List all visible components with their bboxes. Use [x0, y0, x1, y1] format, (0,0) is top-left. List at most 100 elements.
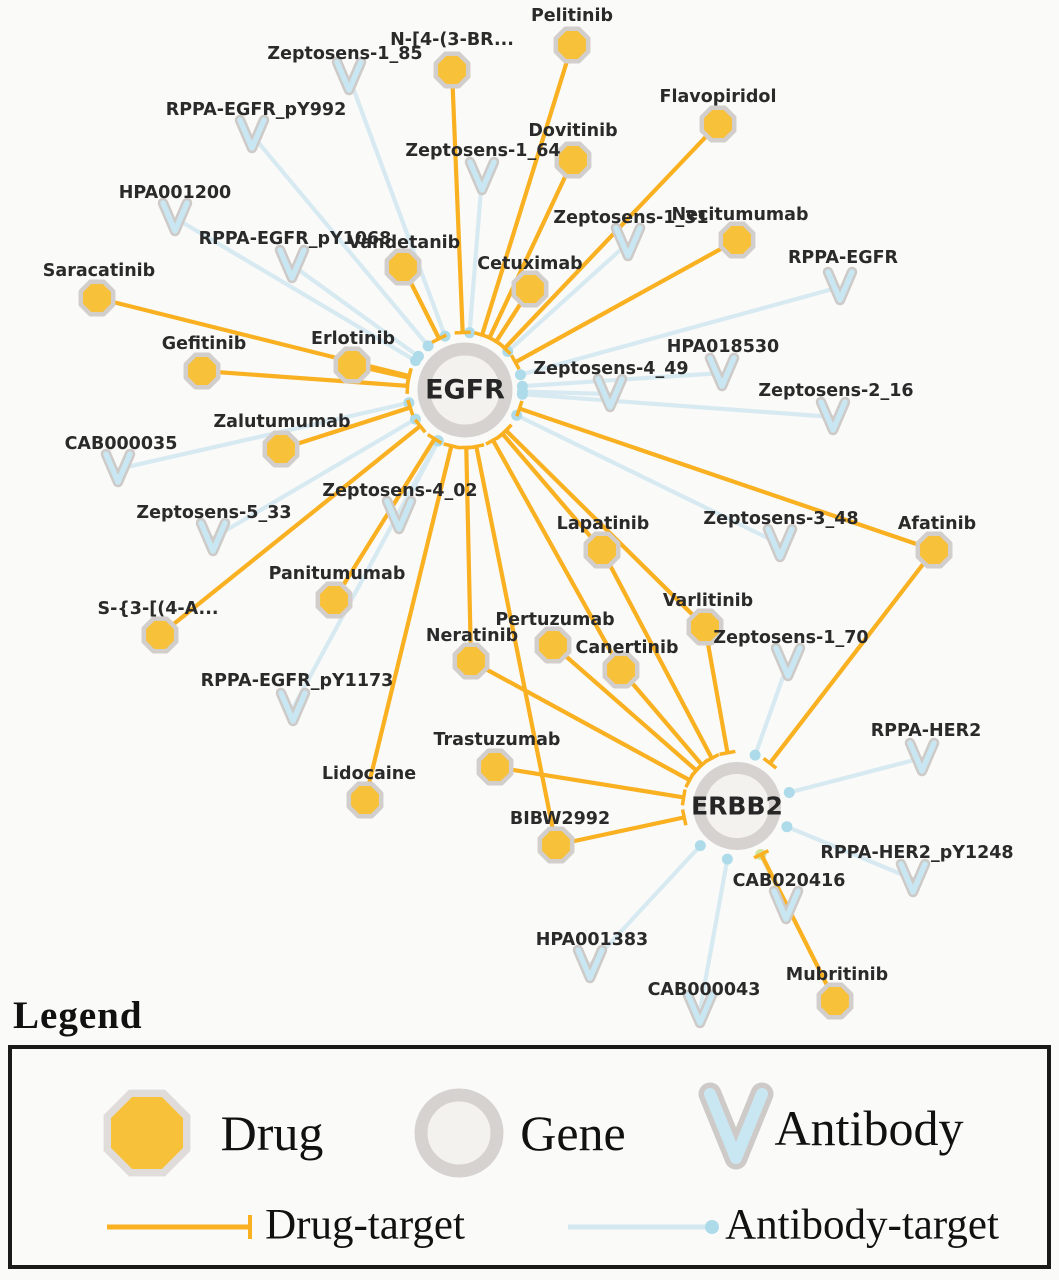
drug-node-lapatinib[interactable] [583, 531, 621, 569]
edge-antibody-target-rppa-her2-py1248-erbb2 [786, 824, 914, 881]
node-label-zeptosens-3-48: Zeptosens-3_48 [703, 509, 858, 529]
edge-antibody-target-zeptosens-1-85-egfr [347, 76, 447, 337]
edge-antibody-target-cab000035-egfr [117, 400, 410, 472]
node-label-hpa001383: HPA001383 [536, 930, 648, 950]
antibody-node-zeptosens-4-49[interactable] [595, 376, 625, 410]
legend-box [8, 1045, 1051, 1269]
drug-node-erlotinib[interactable] [333, 346, 371, 384]
gene-node-erbb2[interactable] [693, 762, 781, 850]
edge-drug-target-n4-3br-egfr [449, 69, 465, 333]
legend: Drug Gene Antibody Drug-target Antibody-targ… [8, 1045, 1051, 1269]
antibody-node-zeptosens-3-48[interactable] [765, 526, 795, 560]
node-label-lidocaine: Lidocaine [322, 764, 416, 784]
drug-node-panitumumab[interactable] [315, 581, 353, 619]
edge-tee-varlitinib [719, 749, 736, 756]
antibody-node-zeptosens-1-85[interactable] [334, 59, 364, 93]
drug-node-lidocaine[interactable] [346, 781, 384, 819]
antibody-node-zeptosens-2-16[interactable] [818, 399, 848, 433]
drug-node-saracatinib[interactable] [78, 279, 116, 317]
drug-node-zalutumumab[interactable] [262, 430, 300, 468]
edge-antibody-target-rppa-egfr-egfr [519, 284, 841, 377]
drug-node-canertinib[interactable] [602, 651, 640, 689]
antibody-node-rppa-egfr-py1068[interactable] [277, 247, 307, 281]
edge-drug-target-panitumumab-egfr [332, 437, 437, 602]
antibody-node-rppa-her2[interactable] [907, 740, 937, 774]
drug-node-n4-3br[interactable] [433, 51, 471, 89]
edge-dot-zeptosens-1-70 [749, 749, 761, 761]
edge-antibody-target-rppa-egfr-py1068-egfr [290, 263, 420, 359]
antibody-node-hpa001200[interactable] [160, 200, 190, 234]
edge-tee-necitumumab [509, 354, 521, 371]
node-label-zeptosens-4-02: Zeptosens-4_02 [322, 481, 477, 501]
edge-drug-target-bibw2992-erbb2 [555, 815, 685, 848]
node-label-pertuzumab: Pertuzumab [495, 610, 614, 630]
drug-node-pertuzumab[interactable] [534, 626, 572, 664]
drug-node-vandetanib[interactable] [384, 248, 422, 286]
edge-tee-varlitinib [499, 423, 513, 438]
edge-drug-target-varlitinib-erbb2 [702, 626, 730, 754]
edge-drug-target-neratinib-egfr [464, 447, 474, 662]
antibody-node-zeptosens-5-33[interactable] [198, 520, 228, 554]
node-label-rppa-egfr-py992: RPPA-EGFR_pY992 [166, 100, 347, 120]
edge-tee-zalutumumab [406, 399, 415, 416]
antibody-node-rppa-egfr-py992[interactable] [237, 117, 267, 151]
drug-node-pelitinib[interactable] [553, 26, 591, 64]
edge-tee-panitumumab [426, 433, 443, 445]
edge-tee-cetuximab [488, 335, 504, 348]
drug-node-afatinib[interactable] [915, 531, 953, 569]
drug-node-varlitinib[interactable] [686, 608, 724, 646]
node-label-necitumumab: Necitumumab [672, 205, 809, 225]
antibody-node-cab000043[interactable] [685, 992, 715, 1026]
node-label-cetuximab: Cetuximab [477, 254, 582, 274]
antibody-node-zeptosens-1-70[interactable] [773, 645, 803, 679]
node-label-s3-4a: S-{3-[(4-A... [97, 599, 218, 619]
drug-node-dovitinib[interactable] [554, 141, 592, 179]
node-label-cab000043: CAB000043 [648, 980, 761, 1000]
node-label-zeptosens-1-64: Zeptosens-1_64 [405, 141, 560, 161]
drug-node-necitumumab[interactable] [718, 221, 756, 259]
antibody-node-zeptosens-1-64[interactable] [467, 159, 497, 193]
antibody-node-zeptosens-4-02[interactable] [384, 498, 414, 532]
drug-node-mubritinib[interactable] [816, 982, 854, 1020]
edge-dot-zeptosens-2-16 [516, 388, 528, 400]
edge-dot-rppa-egfr-py992 [422, 340, 434, 352]
edge-antibody-target-hpa001383-erbb2 [588, 844, 702, 967]
antibody-node-rppa-egfr-py1173[interactable] [278, 690, 308, 724]
node-label-trastuzumab: Trastuzumab [434, 730, 561, 750]
drug-node-bibw2992[interactable] [537, 826, 575, 864]
edge-antibody-target-zeptosens-1-31-egfr [506, 241, 630, 354]
nodes-layer [78, 26, 953, 1029]
gene-label-egfr: EGFR [425, 375, 505, 406]
drug-node-cetuximab[interactable] [511, 270, 549, 308]
node-label-zalutumumab: Zalutumumab [213, 412, 350, 432]
antibody-node-rppa-egfr[interactable] [825, 269, 855, 303]
edge-dot-hpa001383 [694, 840, 706, 852]
antibody-node-hpa001383[interactable] [575, 947, 605, 981]
drug-node-trastuzumab[interactable] [476, 748, 514, 786]
edge-tee-s3-4a [413, 418, 427, 434]
edge-tee-pertuzumab [689, 763, 703, 778]
drug-node-flavopiridol[interactable] [699, 105, 737, 143]
antibody-node-hpa018530[interactable] [707, 355, 737, 389]
legend-label-gene: Gene [520, 1105, 626, 1161]
antibody-node-zeptosens-1-31[interactable] [613, 225, 643, 259]
drug-node-s3-4a[interactable] [141, 616, 179, 654]
node-label-zeptosens-2-16: Zeptosens-2_16 [758, 381, 913, 401]
edge-antibody-target-rppa-her2-erbb2 [788, 755, 923, 795]
edge-drug-target-s3-4a-egfr [158, 424, 422, 637]
drug-node-neratinib[interactable] [452, 642, 490, 680]
antibody-node-cab020416[interactable] [771, 888, 801, 922]
edge-drug-target-lapatinib-egfr [500, 432, 604, 552]
node-label-canertinib: Canertinib [576, 638, 679, 658]
edge-drug-target-trastuzumab-erbb2 [494, 764, 685, 800]
edge-dot-rppa-egfr-py1068 [412, 350, 424, 362]
edge-dot-rppa-egfr [514, 369, 526, 381]
gene-node-egfr[interactable] [417, 342, 513, 438]
node-label-saracatinib: Saracatinib [43, 261, 155, 281]
edge-drug-target-pertuzumab-erbb2 [551, 643, 698, 773]
antibody-node-cab000035[interactable] [103, 451, 133, 485]
edge-drug-target-afatinib-erbb2 [768, 548, 936, 765]
drug-node-gefitinib[interactable] [183, 352, 221, 390]
antibody-node-rppa-her2-py1248[interactable] [898, 861, 928, 895]
